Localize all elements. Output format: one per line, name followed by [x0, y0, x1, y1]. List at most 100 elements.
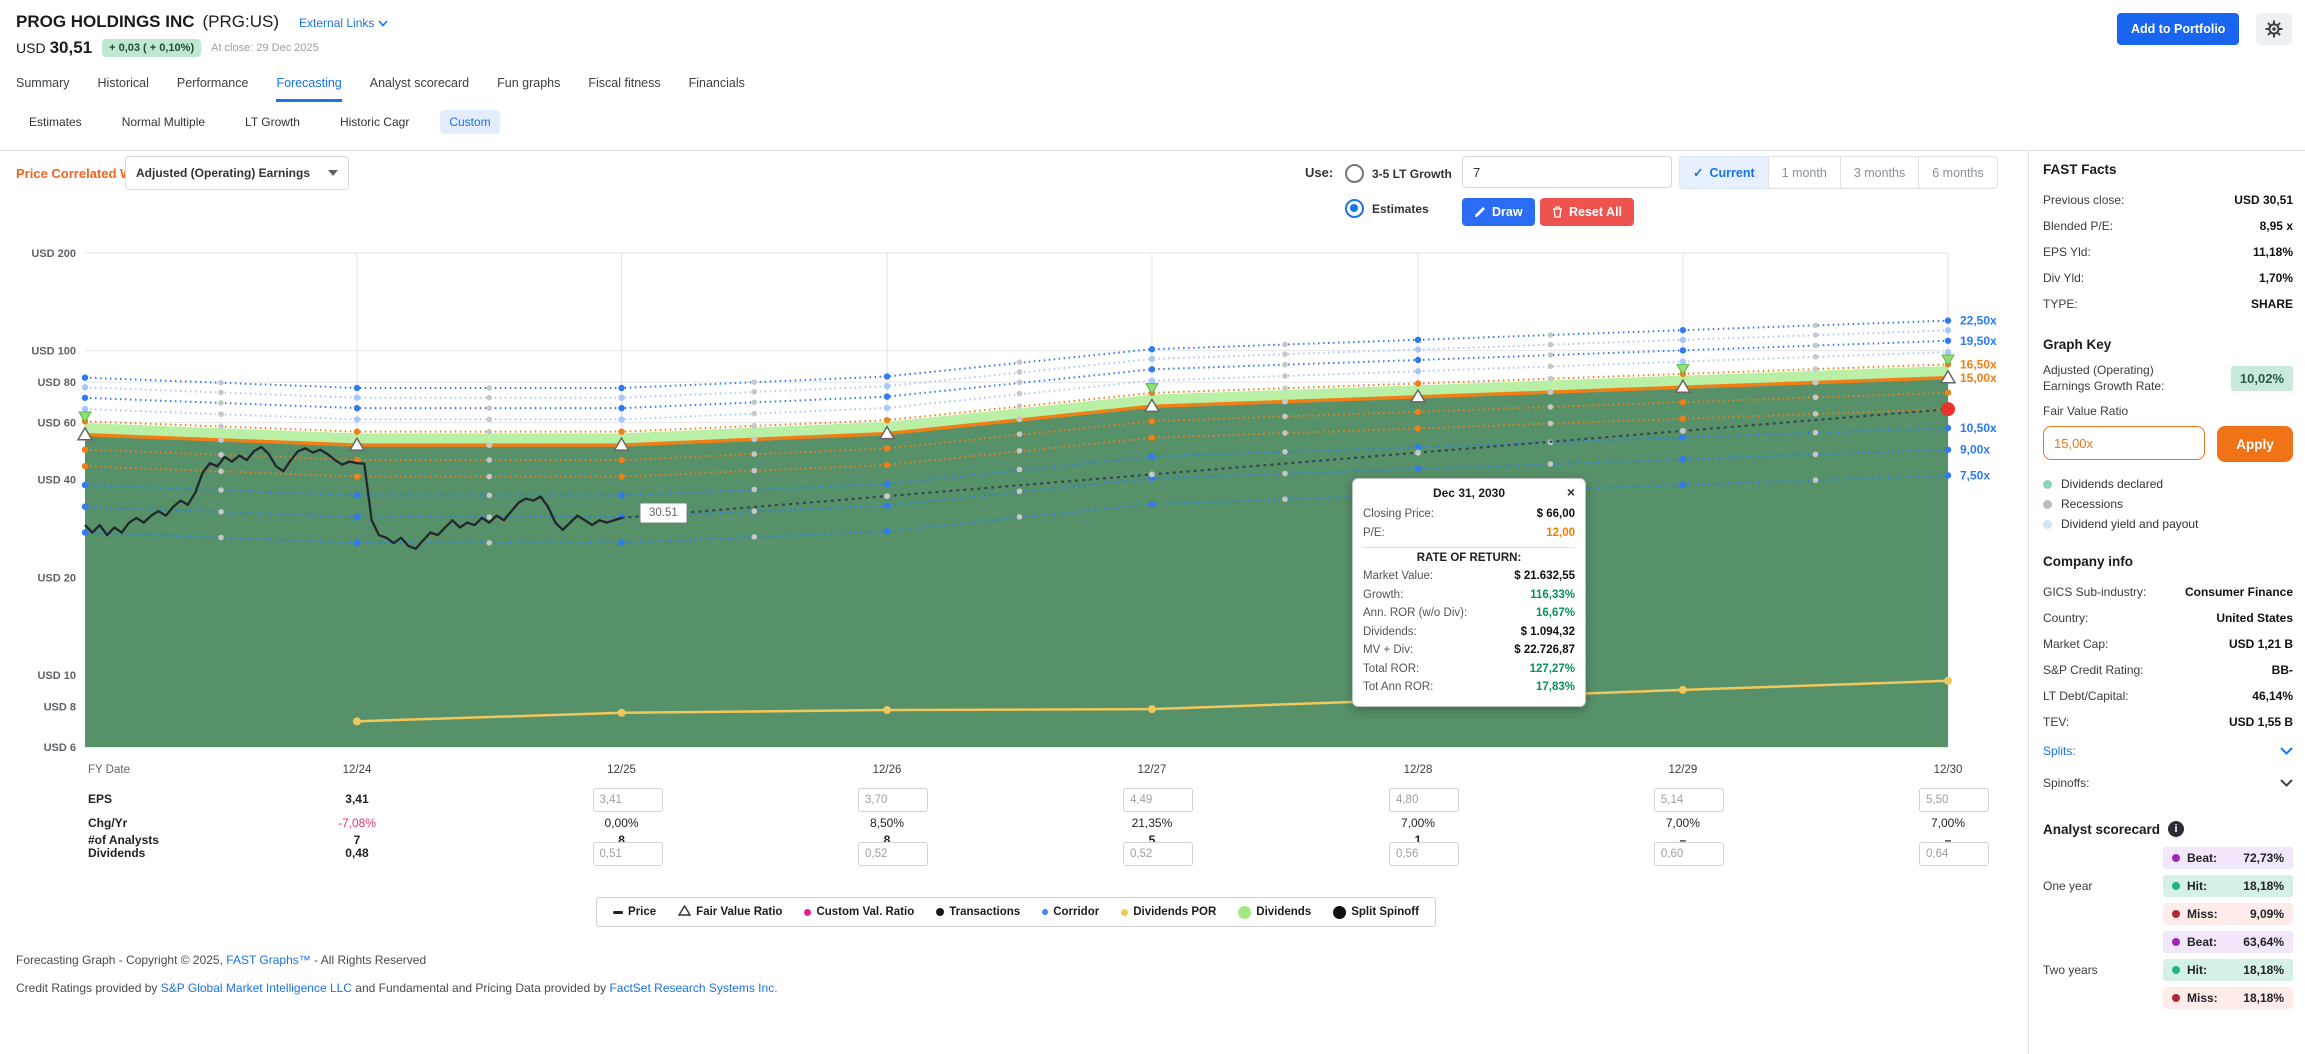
subtab-custom[interactable]: Custom [440, 110, 499, 134]
lt-growth-radio-row: 3-5 LT Growth [1345, 164, 1452, 183]
tooltip-row-value: 16,67% [1536, 604, 1575, 623]
dividend-input[interactable] [1389, 842, 1459, 866]
subtab-historic-cagr[interactable]: Historic Cagr [331, 110, 418, 134]
eps-input[interactable] [1919, 788, 1989, 812]
dividend-input[interactable] [1654, 842, 1724, 866]
estimates-radio[interactable] [1345, 199, 1364, 218]
dividend-input[interactable] [1123, 842, 1193, 866]
tooltip-row: MV + Div:$ 22.726,87 [1363, 641, 1575, 660]
fact-label: EPS Yld: [2043, 239, 2091, 265]
company-row-spinoffs[interactable]: Spinoffs: [2043, 767, 2293, 799]
company-row-s-p-credit-rating: S&P Credit Rating:BB- [2043, 657, 2293, 683]
corridor-mid-dot [1548, 364, 1554, 370]
legend-label: Corridor [1053, 906, 1099, 918]
forecasting-chart[interactable]: USD 200USD 100USD 80USD 60USD 40USD 20US… [0, 235, 2028, 755]
chevron-down-icon[interactable] [2280, 767, 2293, 799]
subtab-estimates[interactable]: Estimates [20, 110, 91, 134]
tab-summary[interactable]: Summary [16, 76, 69, 102]
settings-button[interactable] [2256, 13, 2292, 45]
corridor-mid-dot [1017, 403, 1023, 409]
tab-forecasting[interactable]: Forecasting [276, 76, 341, 102]
eps-input[interactable] [1123, 788, 1193, 812]
dividend-input[interactable] [1919, 842, 1989, 866]
y-axis-tick: USD 8 [44, 701, 76, 713]
currency-label: USD [16, 40, 46, 56]
corridor-mid-dot [751, 468, 757, 474]
corridor-mid-dot [1813, 366, 1819, 372]
external-links[interactable]: External Links [299, 16, 388, 30]
tab-performance[interactable]: Performance [177, 76, 249, 102]
lt-growth-input[interactable] [1462, 156, 1672, 188]
graph-key-bullet-dividend-yield-and-payout: Dividend yield and payout [2043, 514, 2293, 534]
credits-line: Credit Ratings provided by S&P Global Ma… [16, 981, 778, 995]
lt-growth-radio[interactable] [1345, 164, 1364, 183]
corridor-mid-dot [751, 399, 757, 405]
fair-value-mid-dot [1282, 399, 1288, 405]
period-3-months[interactable]: 3 months [1840, 156, 1919, 189]
tooltip-row: Total ROR:127,27% [1363, 660, 1575, 679]
apply-button[interactable]: Apply [2217, 426, 2293, 462]
legend-item-price: Price [613, 906, 656, 918]
corridor-dot [354, 394, 360, 400]
fy-label: 12/25 [577, 764, 667, 776]
corridor-mid-dot [1017, 369, 1023, 375]
corridor-mid-dot [1282, 496, 1288, 502]
draw-button[interactable]: Draw [1462, 198, 1535, 226]
dividend-input[interactable] [593, 842, 663, 866]
correlation-metric-select[interactable]: Adjusted (Operating) Earnings [125, 156, 349, 190]
corridor-dot [82, 395, 88, 401]
trajectory-end-dot [1941, 402, 1955, 416]
tooltip-close-icon[interactable]: × [1567, 484, 1575, 500]
corridor-dot [82, 529, 88, 535]
corridor-mid-dot [218, 411, 224, 417]
table-row-label-eps: EPS [88, 792, 112, 806]
period-label: Current [1709, 166, 1754, 180]
corridor-mid-dot [1017, 380, 1023, 386]
add-to-portfolio-button[interactable]: Add to Portfolio [2117, 13, 2239, 45]
company-row-splits[interactable]: Splits: [2043, 735, 2293, 767]
fair-value-input[interactable] [2043, 426, 2205, 460]
tab-financials[interactable]: Financials [689, 76, 745, 102]
y-axis-tick: USD 40 [37, 475, 76, 487]
period-1-month[interactable]: 1 month [1768, 156, 1841, 189]
corridor-mid-dot [751, 451, 757, 457]
legend-item-fair-value-ratio: Fair Value Ratio [678, 905, 782, 919]
tab-historical[interactable]: Historical [97, 76, 148, 102]
eps-input[interactable] [858, 788, 928, 812]
corridor-mid-dot [218, 424, 224, 430]
period-current[interactable]: ✓Current [1679, 156, 1769, 189]
fy-label: 12/26 [842, 764, 932, 776]
graph-key-bullet-recessions: Recessions [2043, 494, 2293, 514]
corridor-mid-dot [751, 411, 757, 417]
corridor-dot [1680, 337, 1686, 343]
fy-label: 12/29 [1638, 764, 1728, 776]
fast-facts-title: FAST Facts [2043, 162, 2293, 177]
corridor-mid-dot [1017, 448, 1023, 454]
company-row-gics-sub-industry: GICS Sub-industry:Consumer Finance [2043, 579, 2293, 605]
eps-input[interactable] [1389, 788, 1459, 812]
chevron-down-icon[interactable] [2280, 735, 2293, 767]
scorecard-badge-label: Miss: [2187, 991, 2218, 1005]
sp-global-link[interactable]: S&P Global Market Intelligence LLC [161, 981, 352, 995]
period-6-months[interactable]: 6 months [1918, 156, 1997, 189]
corridor-dot [82, 504, 88, 510]
corridor-dot [1945, 425, 1951, 431]
dividend-input[interactable] [858, 842, 928, 866]
scorecard-beat-badge: Beat:63,64% [2163, 931, 2293, 953]
tab-fun-graphs[interactable]: Fun graphs [497, 76, 560, 102]
tab-fiscal-fitness[interactable]: Fiscal fitness [588, 76, 660, 102]
company-row-country: Country:United States [2043, 605, 2293, 631]
info-icon[interactable]: i [2168, 821, 2184, 837]
fast-graphs-link[interactable]: FAST Graphs™ [226, 953, 310, 967]
subtab-lt-growth[interactable]: LT Growth [236, 110, 309, 134]
scorecard-badge-label: Beat: [2187, 851, 2217, 865]
corridor-dot [618, 492, 624, 498]
corridor-dot [884, 502, 890, 508]
tab-analyst-scorecard[interactable]: Analyst scorecard [370, 76, 469, 102]
eps-input[interactable] [593, 788, 663, 812]
eps-input[interactable] [1654, 788, 1724, 812]
factset-link[interactable]: FactSet Research Systems Inc. [609, 981, 777, 995]
eps-value: 3,41 [312, 792, 402, 806]
reset-all-button[interactable]: Reset All [1540, 198, 1634, 226]
subtab-normal-multiple[interactable]: Normal Multiple [113, 110, 214, 134]
